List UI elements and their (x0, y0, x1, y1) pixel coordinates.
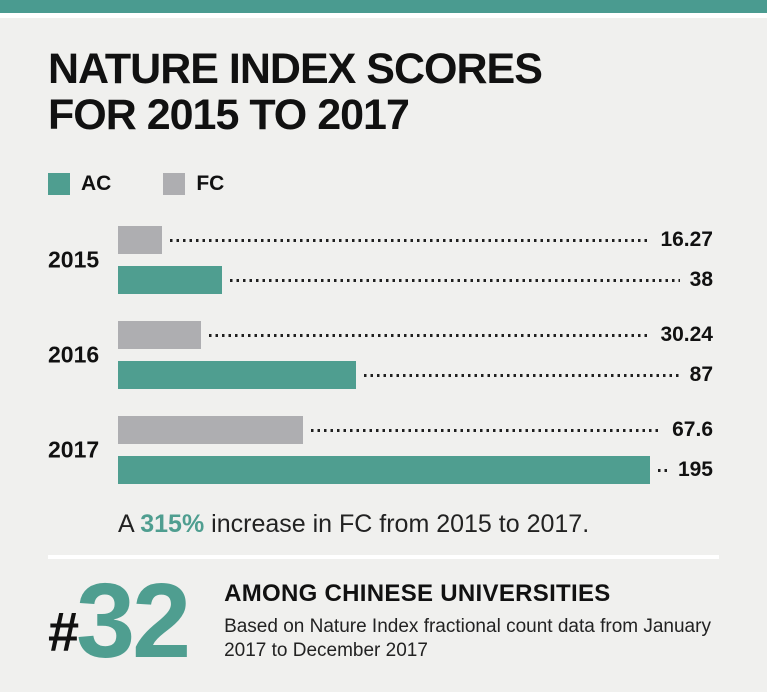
title-line-1: NATURE INDEX SCORES (48, 45, 543, 93)
bar-chart: 2015 16.27 38 2016 30.24 87 2017 67.6 195 (48, 226, 719, 484)
caption-suffix: increase in FC from 2015 to 2017. (211, 510, 590, 538)
value-label: 67.6 (672, 418, 713, 441)
value-label: 38 (689, 268, 713, 291)
legend: AC FC (48, 172, 719, 196)
value-label: 30.24 (660, 323, 713, 346)
rank-hash-symbol: # (48, 600, 79, 663)
legend-label-ac: AC (81, 172, 112, 195)
dotted-leader (363, 373, 680, 377)
year-group-2016: 2016 30.24 87 (48, 321, 719, 389)
page-title: NATURE INDEX SCORES FOR 2015 TO 2017 (48, 46, 719, 138)
legend-item-fc: FC (163, 172, 224, 196)
year-label: 2016 (48, 341, 100, 368)
value-label: 16.27 (660, 228, 713, 251)
ac-bar-row-2016: 87 (118, 361, 719, 389)
fc-bar-row-2016: 30.24 (118, 321, 719, 349)
legend-item-ac: AC (48, 172, 111, 196)
fc-bar (118, 416, 303, 444)
dotted-leader (229, 278, 680, 282)
top-accent-strip (0, 0, 767, 13)
section-divider (48, 555, 719, 559)
fc-color-swatch (163, 173, 186, 195)
rank-number: 32 (76, 562, 191, 680)
dotted-leader (310, 428, 663, 432)
fc-bar (118, 226, 163, 254)
year-group-2015: 2015 16.27 38 (48, 226, 719, 294)
dotted-leader (170, 238, 651, 242)
caption-highlight: 315% (140, 510, 205, 538)
ac-bar (118, 456, 651, 484)
infographic-panel: NATURE INDEX SCORES FOR 2015 TO 2017 AC F… (0, 18, 767, 692)
dotted-leader (208, 333, 651, 337)
footer-subtext: Based on Nature Index fractional count d… (224, 615, 711, 664)
ac-bar (118, 266, 222, 294)
title-line-2: FOR 2015 TO 2017 (48, 91, 410, 139)
value-label: 195 (677, 458, 713, 481)
value-label: 87 (689, 363, 713, 386)
year-label: 2015 (48, 246, 100, 273)
year-label: 2017 (48, 436, 100, 463)
footer-section: #32 AMONG CHINESE UNIVERSITIES Based on … (48, 568, 719, 674)
dotted-leader (658, 468, 668, 472)
footer-heading: AMONG CHINESE UNIVERSITIES (224, 579, 611, 607)
ac-color-swatch (48, 173, 70, 195)
fc-bar-row-2015: 16.27 (118, 226, 719, 254)
ac-bar-row-2015: 38 (118, 266, 719, 294)
fc-bar (118, 321, 201, 349)
caption: A 315% increase in FC from 2015 to 2017. (118, 510, 719, 539)
fc-bar-row-2017: 67.6 (118, 416, 719, 444)
footer-subtext-line-1: Based on Nature Index fractional count d… (224, 615, 711, 637)
footer-text-block: AMONG CHINESE UNIVERSITIES Based on Natu… (224, 580, 711, 664)
legend-label-fc: FC (196, 172, 225, 195)
caption-prefix: A (118, 510, 134, 538)
year-group-2017: 2017 67.6 195 (48, 416, 719, 484)
rank-badge: #32 (48, 568, 191, 674)
ac-bar (118, 361, 356, 389)
top-gap (0, 13, 767, 18)
footer-subtext-line-2: 2017 to December 2017 (224, 639, 428, 661)
ac-bar-row-2017: 195 (118, 456, 719, 484)
